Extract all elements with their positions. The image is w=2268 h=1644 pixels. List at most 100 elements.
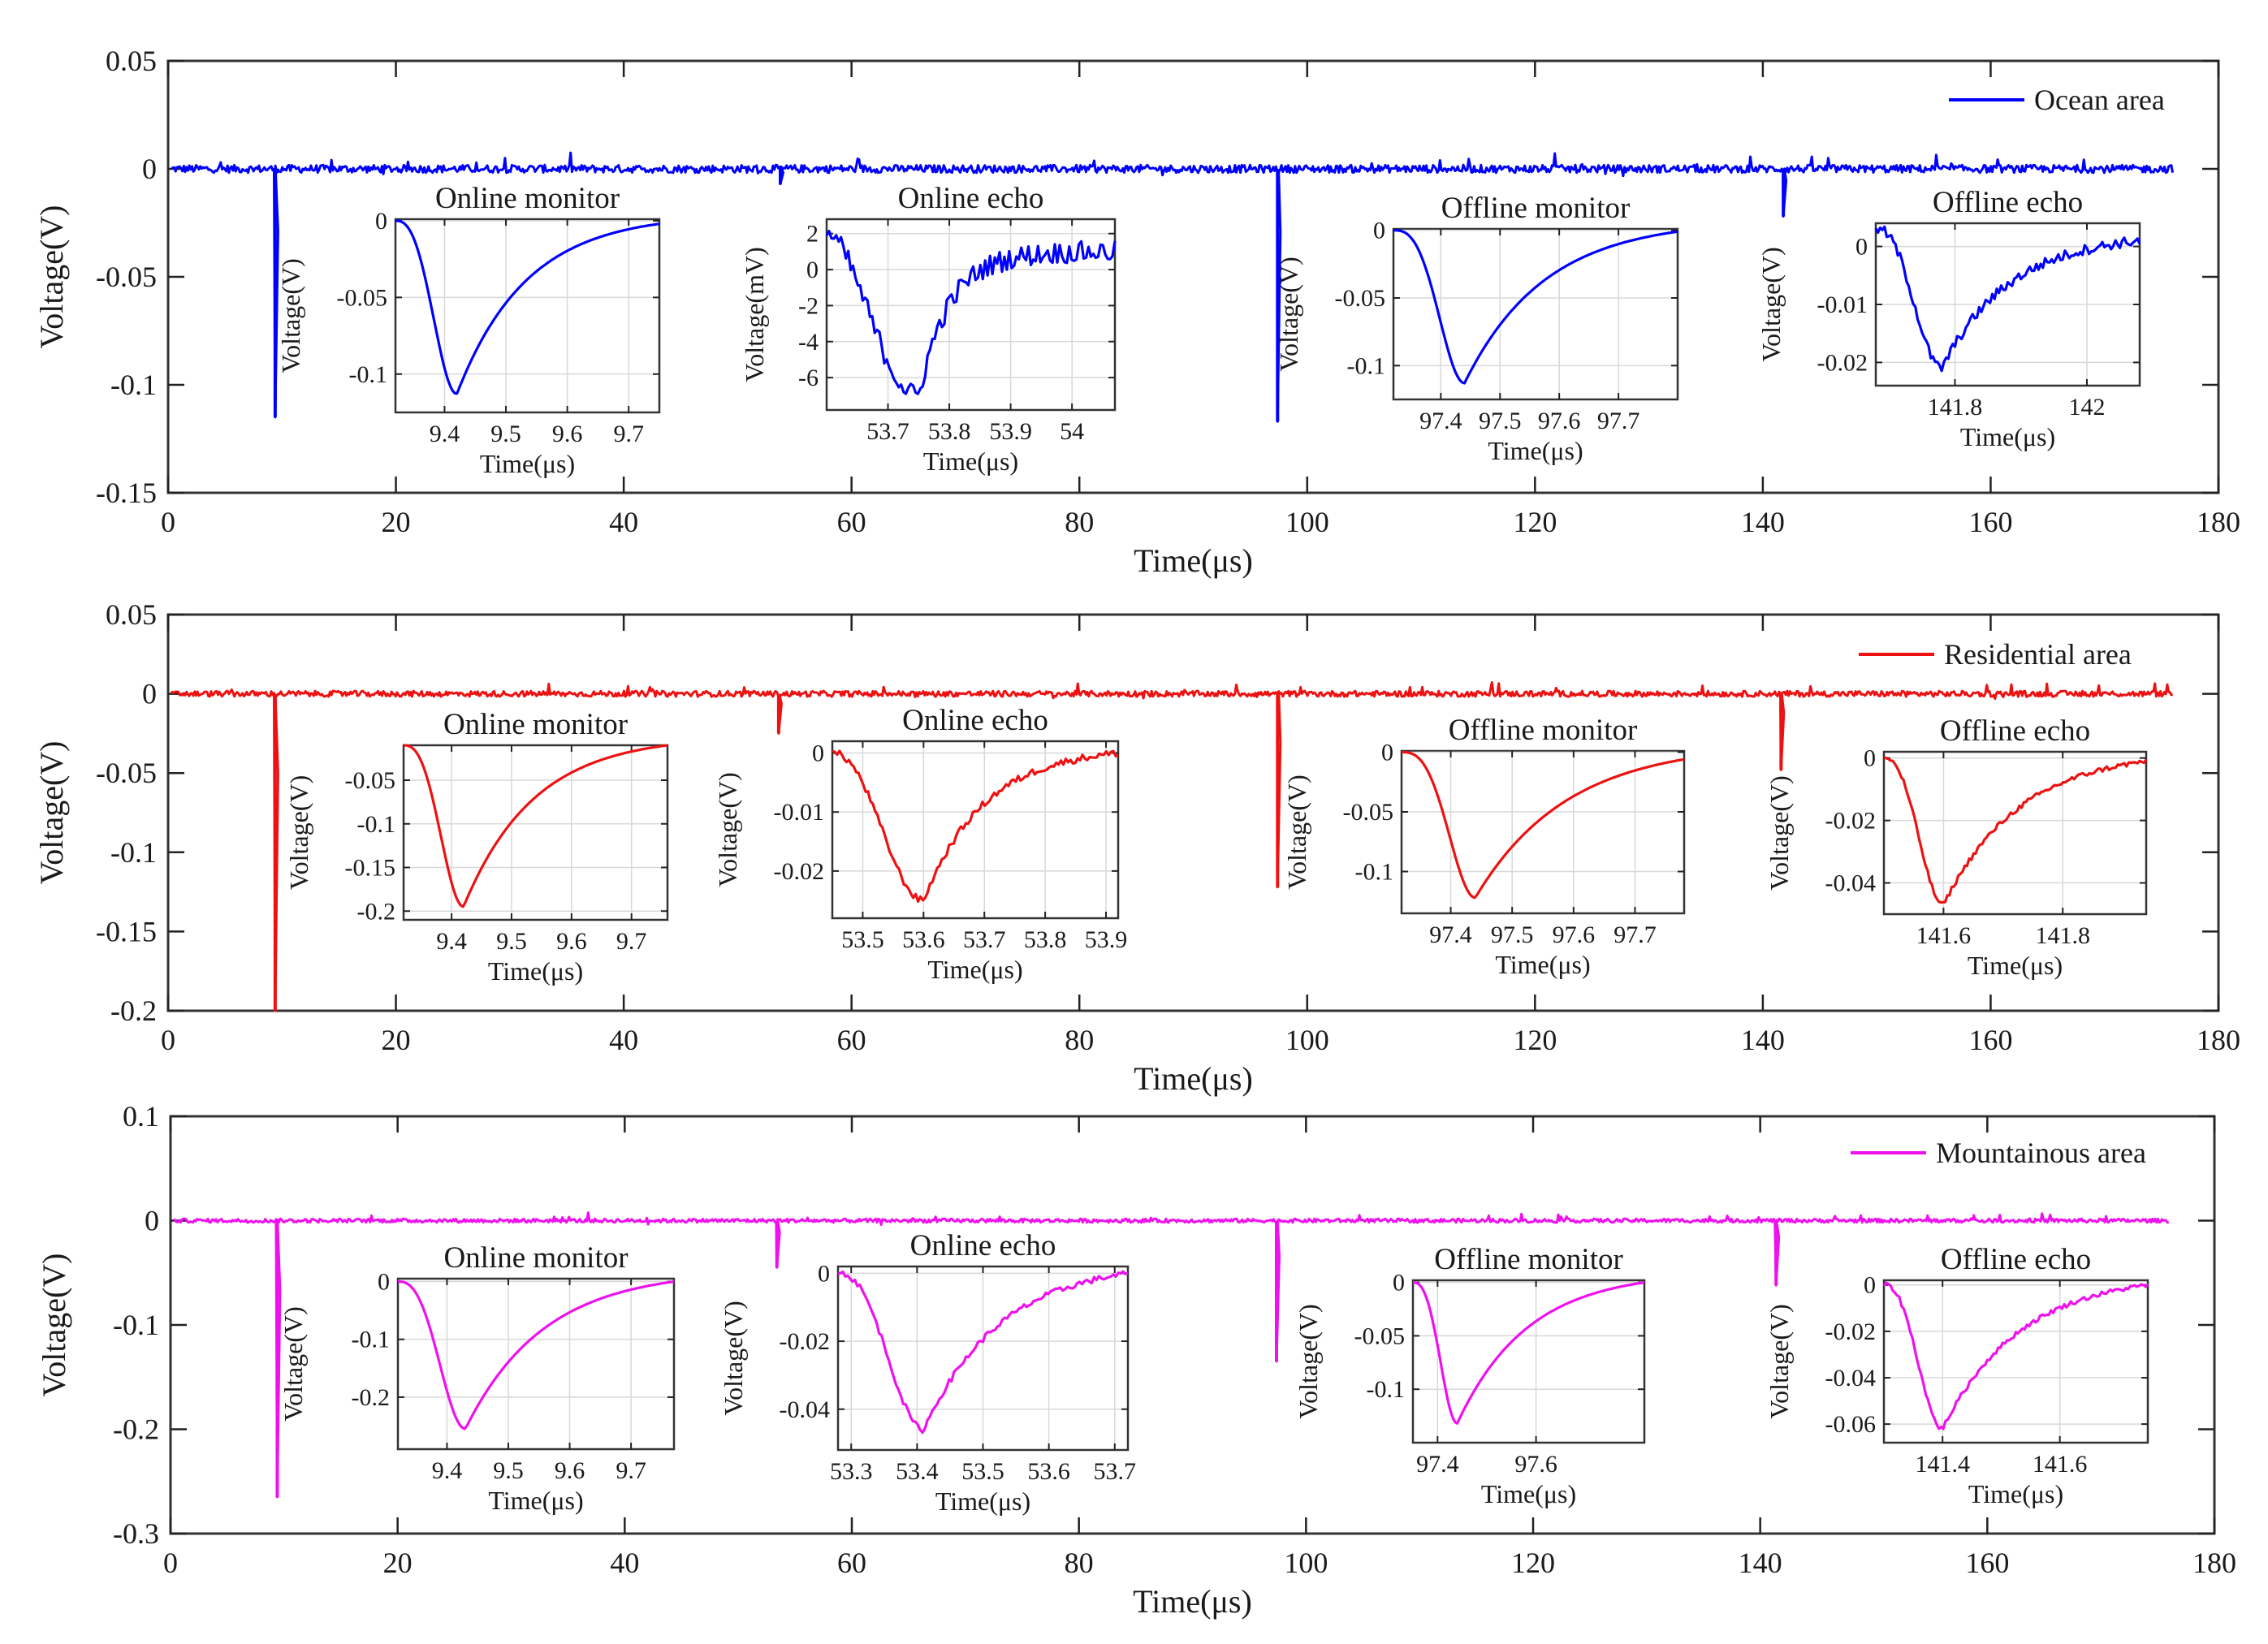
inset-ytick-label: 0 (1855, 234, 1868, 261)
panel-3-xtick-label: 140 (1739, 1547, 1782, 1579)
inset-frame (1882, 750, 2148, 916)
inset-curve (395, 219, 660, 395)
y-axis-label: Voltage(V) (36, 1253, 72, 1397)
panel-2-ytick-label: 0 (142, 678, 157, 710)
inset-ytick-label: -0.1 (352, 1327, 391, 1353)
x-axis-label: Time(μs) (1134, 1060, 1253, 1097)
inset-curve (837, 1270, 1129, 1435)
inset-curve (1402, 750, 1685, 900)
inset-frame (1392, 227, 1679, 401)
panel-3-xtick-label: 60 (837, 1547, 866, 1579)
panel-1-ytick-label: 0.05 (106, 45, 157, 77)
panel-3-xtick-label: 80 (1065, 1547, 1094, 1579)
inset-online-echo: 53.5 53.6 53.7 53.8 53.9 0 -0.01 -0.02 Online ec… (713, 704, 1127, 984)
inset-xtick-label: 54 (1060, 418, 1084, 445)
inset-offline-echo: 141.6 141.8 0 -0.02 -0.04 Offline echo Time(μs… (1765, 714, 2148, 980)
panel-2-xtick-label: 40 (609, 1024, 638, 1056)
panel-1-xtick-label: 160 (1968, 506, 2012, 538)
inset-title: Online monitor (443, 708, 628, 741)
inset-ytick-label: 0 (378, 1269, 390, 1296)
inset-xtick-label: 53.6 (902, 926, 945, 953)
inset-y-label: Voltage(V) (1765, 1304, 1794, 1419)
inset-ytick-label: -0.2 (352, 1384, 391, 1411)
inset-ytick-label: -0.02 (1825, 808, 1877, 835)
inset-y-label: Voltage(V) (1274, 257, 1303, 372)
inset-offline-echo: 141.4 141.6 0 -0.02 -0.04 -0.06 Offline echo Ti… (1765, 1243, 2149, 1508)
panel-1-ytick-label: -0.05 (96, 261, 157, 293)
inset-x-label: Time(μs) (488, 956, 583, 986)
inset-ytick-label: 2 (806, 221, 819, 248)
inset-ytick-label: -0.2 (357, 898, 396, 925)
inset-ytick-label: -0.1 (349, 361, 388, 388)
inset-title: Online echo (910, 1229, 1056, 1262)
inset-xtick-label: 9.4 (436, 928, 467, 955)
inset-x-label: Time(μs) (935, 1487, 1030, 1516)
inset-y-label: Voltage(V) (1756, 247, 1786, 362)
inset-title: Online monitor (443, 1241, 628, 1275)
inset-xtick-label: 9.7 (613, 421, 644, 447)
inset-ytick-label: -6 (798, 365, 819, 391)
inset-offline-monitor: 97.4 97.5 97.6 97.7 0 -0.05 -0.1 Offline monito… (1274, 192, 1679, 465)
inset-frame (1411, 1279, 1646, 1444)
inset-xtick-label: 53.7 (866, 418, 909, 445)
inset-x-label: Time(μs) (927, 955, 1022, 984)
inset-frame (1882, 1279, 2149, 1444)
inset-frame (1400, 749, 1686, 915)
inset-y-label: Voltage(V) (1294, 1304, 1323, 1419)
y-axis-label: Voltage(V) (33, 205, 70, 349)
signal-trace (171, 681, 2174, 1012)
panel-1-xtick-label: 20 (382, 506, 411, 538)
panel-3: 0 20 40 60 80 100 120 140 160 180 0.1 0 -0.1 -0.2 -0.3… (36, 1100, 2236, 1620)
inset-offline-echo: 141.8 142 0 -0.01 -0.02 Offline echo Time(μs) V… (1756, 186, 2141, 451)
x-axis-label: Time(μs) (1133, 1583, 1252, 1620)
inset-frame (396, 1277, 676, 1451)
inset-ytick-label: -0.06 (1825, 1411, 1877, 1438)
panel-1-xtick-label: 0 (161, 506, 175, 538)
inset-online-monitor: 9.4 9.5 9.6 9.7 -0.05 -0.1 -0.15 -0.2 Online mon… (284, 708, 669, 986)
inset-x-label: Time(μs) (1960, 422, 2055, 451)
inset-ytick-label: -0.04 (1825, 870, 1877, 897)
panel-1: 0 20 40 60 80 100 120 140 160 1800.050-0.05-0.1-0… (33, 45, 2240, 579)
panel-2-xtick-label: 20 (382, 1024, 411, 1056)
inset-xtick-label: 9.6 (555, 1457, 585, 1484)
legend-label: Ocean area (2034, 84, 2165, 116)
inset-xtick-label: 97.4 (1416, 1451, 1459, 1478)
inset-xtick-label: 53.3 (830, 1458, 873, 1485)
panel-2-xtick-label: 160 (1968, 1024, 2012, 1056)
inset-xtick-label: 97.6 (1538, 408, 1581, 434)
inset-ytick-label: 0 (818, 1260, 830, 1287)
panel-3-xtick-label: 100 (1284, 1547, 1328, 1579)
y-axis-label: Voltage(V) (33, 741, 70, 885)
inset-ytick-label: -4 (798, 329, 819, 356)
panel-1-xtick-label: 60 (837, 506, 866, 538)
inset-frame (394, 218, 661, 414)
inset-x-label: Time(μs) (1481, 1479, 1576, 1508)
inset-curve (1874, 225, 2141, 373)
inset-y-label: Voltage(mV) (740, 247, 769, 382)
panel-3-xtick-label: 40 (610, 1547, 639, 1579)
inset-x-label: Time(μs) (923, 447, 1018, 476)
panel-2: 0 20 40 60 80 100 120 140 160 180 0.05 0 -0.05 -0.1 -0… (33, 598, 2240, 1097)
inset-ytick-label: -0.02 (780, 1328, 831, 1355)
inset-x-label: Time(μs) (1968, 951, 2063, 980)
panel-3-xtick-label: 180 (2192, 1547, 2236, 1579)
inset-xtick-label: 9.6 (556, 928, 587, 955)
inset-offline-monitor: 97.4 97.5 97.6 97.7 0 -0.05 -0.1 Offline monito… (1282, 714, 1686, 979)
inset-xtick-label: 53.8 (928, 418, 971, 445)
panel-2-xtick-label: 80 (1065, 1024, 1094, 1056)
inset-online-monitor: 9.4 9.5 9.6 9.7 0 -0.1 -0.2 Online monitor Time(… (279, 1241, 676, 1515)
inset-xtick-label: 53.4 (896, 1458, 939, 1485)
inset-online-echo: 53.3 53.4 53.5 53.6 53.7 0 -0.02 -0.04 Online ec… (719, 1229, 1136, 1516)
inset-ytick-label: -0.01 (1817, 291, 1868, 318)
inset-xtick-label: 9.4 (430, 421, 460, 447)
inset-xtick-label: 97.7 (1614, 921, 1657, 948)
signal-trace (172, 1211, 2170, 1499)
panel-3-xtick-label: 160 (1965, 1547, 2009, 1579)
inset-ytick-label: -0.05 (337, 284, 388, 311)
inset-ytick-label: -0.1 (1355, 859, 1394, 886)
inset-xtick-label: 53.7 (963, 926, 1006, 953)
panel-1-ytick-label: -0.1 (110, 369, 157, 401)
panel-3-xtick-label: 120 (1511, 1547, 1555, 1579)
inset-xtick-label: 141.4 (1915, 1451, 1970, 1478)
